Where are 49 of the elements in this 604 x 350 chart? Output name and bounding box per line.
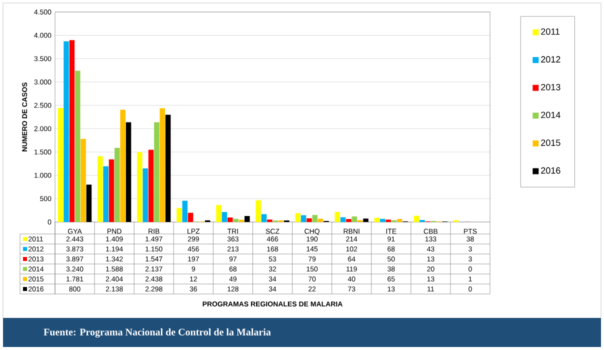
bar: [148, 150, 154, 222]
bar: [340, 217, 346, 222]
bar: [165, 114, 171, 222]
bar: [261, 214, 267, 222]
bar: [334, 212, 340, 222]
bar: [227, 217, 233, 222]
bar: [244, 216, 250, 222]
bar: [58, 108, 64, 222]
bar: [352, 216, 358, 222]
bar: [380, 218, 386, 222]
bar: [80, 138, 86, 222]
text: 2014: [541, 112, 560, 118]
text: 2012: [541, 56, 560, 63]
bar: [64, 41, 69, 222]
bar: [74, 70, 80, 222]
text: 2016: [541, 167, 560, 174]
bar: [295, 213, 301, 222]
bar: [86, 184, 92, 222]
bar: [69, 40, 75, 222]
bar: [188, 212, 194, 222]
bar: [222, 212, 228, 222]
legend-label: 2015: [541, 140, 560, 146]
bar: [300, 215, 306, 222]
bar: [256, 200, 261, 222]
bar: [160, 108, 166, 222]
bar: [414, 216, 420, 222]
bar: [176, 208, 182, 222]
bar: [233, 218, 238, 222]
bar: [318, 218, 324, 222]
bar: [346, 219, 352, 222]
bar: [126, 122, 132, 222]
bar: [142, 168, 148, 222]
bar: [374, 218, 380, 222]
bar: [103, 166, 108, 222]
bar: [312, 214, 318, 222]
bar: [137, 152, 142, 222]
bar: [108, 159, 114, 222]
bar: [98, 156, 103, 222]
bar: [114, 148, 120, 222]
bar: [306, 218, 312, 222]
bar: [120, 110, 126, 222]
text: 2013: [541, 84, 560, 90]
bar: [363, 218, 368, 222]
bar: [216, 205, 222, 222]
bar: [154, 122, 160, 222]
bar: [397, 218, 402, 222]
bar: [182, 200, 188, 222]
source-note: Fuente: Programa Nacional de Control de la Malaria: [44, 328, 271, 338]
text: 2011: [541, 28, 560, 35]
